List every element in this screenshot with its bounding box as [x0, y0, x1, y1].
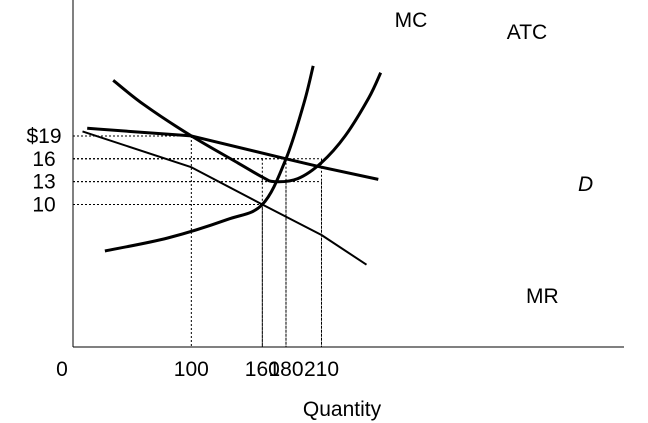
curve-mc	[104, 65, 315, 253]
x-tick-label: 100	[174, 358, 209, 381]
curves	[82, 65, 383, 266]
curve-label-mc: MC	[395, 9, 428, 32]
origin-label: 0	[56, 358, 68, 381]
x-tick-label: 180	[268, 358, 303, 381]
curve-label-atc: ATC	[507, 21, 547, 44]
x-tick-label: 210	[304, 358, 339, 381]
curve-label-d: D	[578, 173, 593, 196]
curve-mr	[82, 130, 368, 266]
y-tick-label: 10	[32, 194, 55, 217]
x-tick-label: 160	[245, 358, 280, 381]
curve-labels: D MR MC ATC	[395, 9, 594, 308]
y-tick-label: 13	[32, 171, 55, 194]
curve-atc	[112, 72, 383, 184]
curve-label-mr: MR	[526, 285, 559, 308]
y-tick-label: 16	[32, 148, 55, 171]
y-tick-label: $19	[26, 125, 61, 148]
axes	[72, 0, 624, 348]
dashed-guides	[73, 135, 322, 347]
x-axis-title: Quantity	[303, 398, 382, 421]
